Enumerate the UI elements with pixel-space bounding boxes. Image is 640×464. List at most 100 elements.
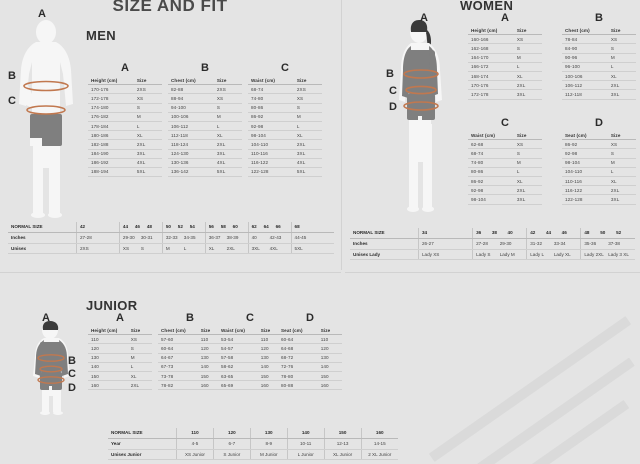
size-value: L <box>607 167 636 177</box>
size-value: S <box>513 43 542 54</box>
table-row: 172-178 3XL <box>468 89 542 100</box>
women-seat-caption: D <box>595 117 603 129</box>
junior-seat-table: Seat (cm) Size 60-64 110 64-68 120 68-72 130 7… <box>278 326 342 391</box>
size-value: 2XS <box>293 84 322 95</box>
table-row: Year 4-5 6-7 8-9 10-11 12-13 14-15 <box>108 438 398 450</box>
size-value: 2XS <box>213 84 242 95</box>
col-header-seat: Seat (cm) <box>278 326 318 336</box>
table-row: NORMAL SIZE 42 44 46 48 50 52 54 56 58 60 62 64 66 68 <box>8 222 334 233</box>
size-value: S <box>133 103 162 113</box>
normal-size-cell: 68 <box>290 222 334 233</box>
section-title-men: MEN <box>86 28 117 43</box>
normal-size-cell: 56 58 60 <box>204 222 249 233</box>
size-value: 160 <box>197 380 222 391</box>
normal-size-cell: 120 <box>212 428 251 439</box>
table-row: 92-98 2XL <box>468 185 542 196</box>
table-row: 80-86 S <box>248 103 322 113</box>
table-row: 86-92 M <box>248 112 322 122</box>
size-value: M <box>513 158 542 168</box>
table-row: 188-194 5XL <box>88 167 162 178</box>
table-row: 166-172 L <box>468 62 542 72</box>
table-row: NORMAL SIZE 34 36 38 40 42 44 46 48 50 52 <box>350 228 635 239</box>
measure-value: 68-72 <box>278 353 318 363</box>
size-value: 160 <box>257 380 282 391</box>
table-row: 110-116 XL <box>562 176 636 187</box>
measure-value: 96-100 <box>562 62 608 72</box>
letter-d-women: D <box>389 101 397 113</box>
measure-value: 160-166 <box>468 34 514 45</box>
normal-size-cell: Lady 2XL Lady 3 XL <box>580 249 635 261</box>
table-row: 120 S <box>88 343 152 354</box>
measure-value: 78-80 <box>278 371 318 382</box>
size-value: 3XL <box>133 149 162 159</box>
size-value: 120 <box>257 343 282 354</box>
measure-value: 110 <box>88 334 128 345</box>
measure-value: 84-90 <box>562 43 608 54</box>
size-value: 2XL <box>513 185 542 196</box>
table-row: 162-168 S <box>468 43 542 54</box>
size-value: 2XL <box>213 139 242 150</box>
table-row: 65-69 160 <box>218 380 282 391</box>
table-row: 112-118 XL <box>168 130 242 141</box>
normal-size-cell: 44-45 <box>290 232 334 244</box>
measure-value: 164-170 <box>468 53 514 63</box>
col-header-size: Size <box>607 26 636 36</box>
section-title-junior: JUNIOR <box>86 298 138 313</box>
measure-value: 162-168 <box>468 43 514 54</box>
size-value: L <box>127 362 152 372</box>
normal-size-cell: 130 <box>249 428 288 439</box>
size-value: M <box>513 53 542 63</box>
men-chest-caption: B <box>201 62 209 74</box>
size-value: L <box>133 121 162 132</box>
table-row: 178-184 L <box>88 121 162 132</box>
normal-size-cell: 27-28 <box>76 232 120 244</box>
men-waist-rows: 68-74 2XS 74-80 XS 80-86 S 86-92 M 92-98 L 98-104 X… <box>248 84 322 178</box>
letter-d-junior: D <box>68 382 76 394</box>
normal-size-cell: XS Junior <box>176 449 214 461</box>
table-row: Unisex Lady Lady XS Lady S Lady M Lady L Lady… <box>350 249 635 261</box>
women-chest-caption: B <box>595 12 603 24</box>
table-row: 73-78 150 <box>158 371 222 382</box>
divider-horizontal-men <box>0 272 341 273</box>
divider-vertical-main <box>341 0 342 270</box>
table-row: 67-73 140 <box>158 362 222 372</box>
junior-waist-rows: 53-54 110 54-57 120 57-58 130 58-62 140 63-65 150… <box>218 334 282 391</box>
table-row: 78-82 160 <box>158 380 222 391</box>
normal-size-row-label: NORMAL SIZE <box>108 428 177 439</box>
page-title: SIZE AND FIT <box>112 0 228 15</box>
table-row: 170-176 2XS <box>88 84 162 95</box>
table-row: 160 2XL <box>88 380 152 391</box>
size-value: 2XL <box>513 80 542 91</box>
normal-size-row-label: Inches <box>8 232 77 244</box>
size-value: 150 <box>257 371 282 382</box>
size-value: 2XL <box>607 185 636 196</box>
table-row: 104-110 L <box>562 167 636 177</box>
normal-size-cell: XL Junior <box>323 449 362 461</box>
measure-value: 178-184 <box>88 121 134 132</box>
normal-size-cell: 36 38 40 <box>472 228 527 239</box>
table-row: Unisex 2XS XS S M L XL 2XL 3XL 4XL 5XL <box>8 243 334 255</box>
table-row: 64-68 120 <box>278 343 342 354</box>
size-value: 2XL <box>293 139 322 150</box>
size-value: S <box>127 343 152 354</box>
table-row: 164-170 M <box>468 53 542 63</box>
table-row: 118-124 2XL <box>168 139 242 150</box>
measure-value: 60-64 <box>158 343 198 354</box>
size-value: 120 <box>197 343 222 354</box>
measure-value: 106-112 <box>562 80 608 91</box>
table-row: 58-62 140 <box>218 362 282 372</box>
measure-value: 176-182 <box>88 112 134 122</box>
table-row: 54-57 120 <box>218 343 282 354</box>
table-row: 86-92 XL <box>468 176 542 187</box>
table-row: 78-80 150 <box>278 371 342 382</box>
normal-size-cell: 29-30 30-31 <box>118 232 163 244</box>
measure-value: 98-104 <box>562 158 608 168</box>
table-row: 174-180 S <box>88 103 162 113</box>
size-value: 3XL <box>513 89 542 100</box>
table-row: 130-136 4XL <box>168 158 242 168</box>
table-row: 96-100 L <box>562 62 636 72</box>
size-value: XL <box>133 130 162 141</box>
normal-size-cell: 27-28 29-30 <box>472 238 527 250</box>
female-body-figure <box>399 20 442 212</box>
table-row: 88-94 XS <box>168 93 242 104</box>
